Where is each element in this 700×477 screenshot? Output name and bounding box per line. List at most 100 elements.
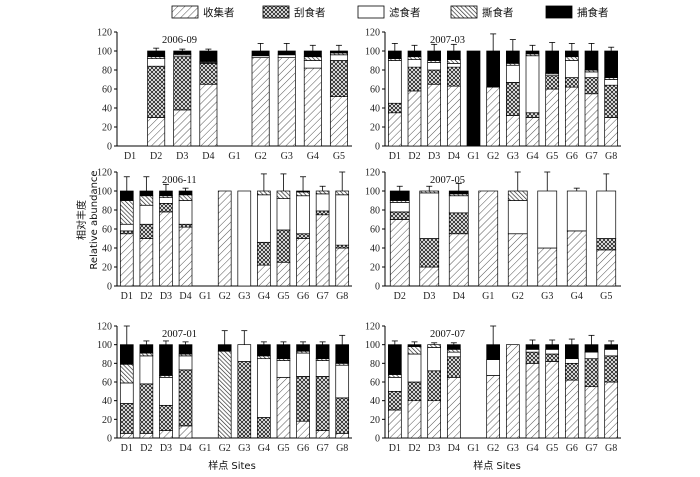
bar-segment-shredder xyxy=(446,348,461,353)
bar-segment-scraper xyxy=(525,112,540,118)
y-tick-label: 60 xyxy=(370,85,380,96)
x-tick-label-G1: G1 xyxy=(228,151,240,162)
bar-segment-filterer xyxy=(296,195,310,235)
panel-2007-05: 0 20 40 60 80 100 120 2007-05 D2 D3 D4 G1 G2 G3 G4 G5 xyxy=(365,168,621,302)
bar-segment-shredder xyxy=(315,190,330,195)
bar-segment-collector xyxy=(604,381,619,439)
bar-segment-collector xyxy=(448,233,469,287)
bar-D1 xyxy=(387,340,402,439)
y-axis-label-cn: 相对丰度 xyxy=(75,200,88,240)
x-tick-label-D4: D4 xyxy=(179,443,191,454)
legend-swatch-filterer xyxy=(357,5,385,19)
y-tick-label: 120 xyxy=(97,28,112,39)
y-tick-label: 60 xyxy=(102,225,112,236)
legend-label-filterer: 滤食者 xyxy=(389,6,421,19)
bar-segment-filterer xyxy=(525,55,540,114)
bar-segment-predator xyxy=(329,50,348,54)
bar-segment-filterer xyxy=(566,190,587,232)
bar-segment-scraper xyxy=(315,376,330,431)
x-tick-label-D2: D2 xyxy=(408,151,420,162)
bar-segment-collector xyxy=(217,190,232,287)
bar-segment-predator xyxy=(564,344,579,360)
chart-panels: 0 20 40 60 80 100 120 2006-09 D1 D2 D3 D4 G1 G2 G3 G4 G5… xyxy=(97,28,621,454)
bar-segment-collector xyxy=(584,386,599,439)
bar-segment-scraper xyxy=(389,211,410,220)
x-tick-label-G2: G2 xyxy=(487,443,499,454)
bar-G5 xyxy=(545,42,560,147)
x-axis-label-left: 样点 Sites xyxy=(208,459,256,472)
bar-G6 xyxy=(564,43,579,147)
bar-segment-scraper xyxy=(505,81,520,116)
x-tick-label-D3: D3 xyxy=(428,443,440,454)
bar-segment-predator xyxy=(257,344,271,357)
bar-segment-scraper xyxy=(427,69,442,85)
bar-G2 xyxy=(486,33,501,147)
bar-G5 xyxy=(545,339,560,439)
bar-segment-collector xyxy=(199,83,218,147)
bar-segment-predator xyxy=(564,50,579,58)
x-tick-label-D1: D1 xyxy=(389,443,401,454)
bar-segment-filterer xyxy=(119,223,134,232)
x-tick-label-G3: G3 xyxy=(507,443,519,454)
bar-segment-filterer xyxy=(237,344,252,362)
x-tick-label-D4: D4 xyxy=(179,291,191,302)
bar-segment-scraper xyxy=(335,397,350,434)
bar-G3 xyxy=(537,171,558,287)
bar-segment-scraper xyxy=(159,203,173,213)
bar-segment-collector xyxy=(486,375,501,439)
bar-segment-collector xyxy=(446,85,461,147)
bar-segment-scraper xyxy=(257,241,271,266)
bar-segment-filterer xyxy=(276,360,291,378)
bar-segment-collector xyxy=(257,264,271,287)
x-tick-label-G5: G5 xyxy=(333,151,345,162)
x-tick-label-G1: G1 xyxy=(467,151,479,162)
bar-segment-filterer xyxy=(329,54,348,61)
bar-segment-filterer xyxy=(604,348,619,357)
x-tick-label-G5: G5 xyxy=(546,151,558,162)
y-tick-label: 0 xyxy=(107,142,112,153)
bar-segment-scraper xyxy=(315,210,330,216)
bar-segment-shredder xyxy=(296,191,310,197)
bar-segment-scraper xyxy=(545,75,560,90)
bar-segment-shredder xyxy=(139,352,154,357)
bar-segment-scraper xyxy=(545,353,560,362)
bar-segment-shredder xyxy=(303,56,322,61)
y-tick-label: 80 xyxy=(102,359,112,370)
bar-G3 xyxy=(237,330,252,439)
y-tick-label: 80 xyxy=(102,206,112,217)
bar-segment-predator xyxy=(159,190,173,197)
x-tick-label-G2: G2 xyxy=(487,151,499,162)
bar-segment-filterer xyxy=(119,382,134,404)
bar-segment-scraper xyxy=(257,417,271,439)
x-tick-label-D1: D1 xyxy=(389,151,401,162)
bar-segment-collector xyxy=(545,361,560,439)
bar-segment-scraper xyxy=(159,404,173,431)
bar-G4 xyxy=(303,44,322,147)
bar-segment-filterer xyxy=(407,59,422,68)
bar-segment-predator xyxy=(427,50,442,61)
bar-segment-collector xyxy=(296,420,310,439)
bar-segment-shredder xyxy=(119,200,134,225)
bar-segment-shredder xyxy=(419,190,440,194)
x-tick-label-D2: D2 xyxy=(150,151,162,162)
bar-segment-scraper xyxy=(407,381,422,402)
bar-segment-filterer xyxy=(505,64,520,83)
bar-segment-predator xyxy=(335,344,350,364)
y-tick-label: 120 xyxy=(97,168,112,179)
bar-segment-filterer xyxy=(419,192,440,239)
bar-segment-scraper xyxy=(448,212,469,235)
bar-segment-predator xyxy=(604,344,619,350)
x-tick-label-G6: G6 xyxy=(566,151,578,162)
legend-item-shredder: 撕食者 xyxy=(450,5,514,19)
panel-title: 2007-01 xyxy=(162,329,197,340)
panel-title: 2006-09 xyxy=(162,35,197,46)
bar-segment-collector xyxy=(139,238,154,287)
bar-D2 xyxy=(139,340,154,439)
bar-segment-scraper xyxy=(199,62,218,85)
bar-segment-scraper xyxy=(446,66,461,87)
y-tick-label: 100 xyxy=(365,47,380,58)
y-tick-label: 60 xyxy=(102,85,112,96)
y-tick-label: 40 xyxy=(370,244,380,255)
bar-segment-predator xyxy=(387,344,402,375)
